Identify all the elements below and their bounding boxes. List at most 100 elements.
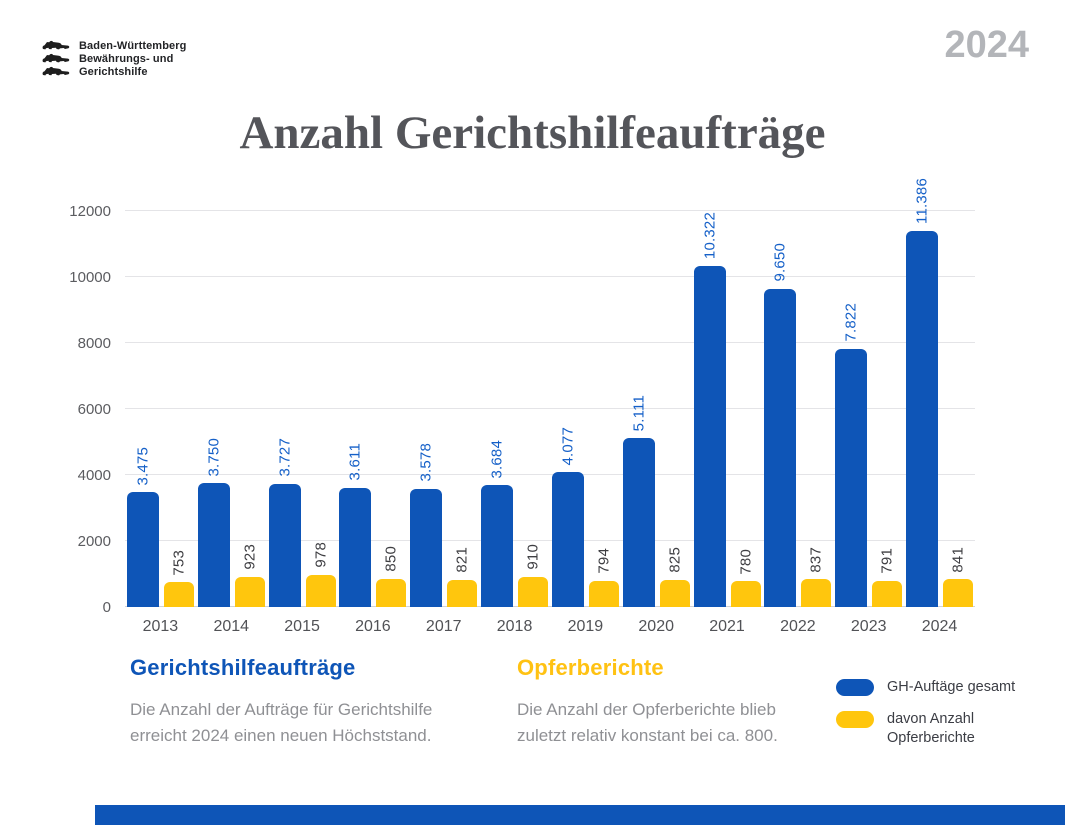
y-axis-tick-4000: 4000 <box>77 467 111 484</box>
bar-group-2016: 3.611 850 2016 <box>337 211 408 635</box>
bar-opferberichte-2022: 837 <box>801 547 832 607</box>
y-axis-tick-12000: 12000 <box>69 203 111 220</box>
bar-opferberichte-2019: 794 <box>588 548 619 607</box>
note-gerichtshilfeauftraege: Gerichtshilfeaufträge Die Anzahl der Auf… <box>130 655 478 749</box>
bar-opferberichte-2018: 910 <box>518 544 549 607</box>
logo-text-line1: Baden-Württemberg <box>79 40 187 52</box>
x-axis-label-2016: 2016 <box>355 618 391 635</box>
y-axis-tick-2000: 2000 <box>77 533 111 550</box>
logo: Baden-Württemberg Bewährungs- und Gerich… <box>42 40 186 80</box>
x-axis-label-2022: 2022 <box>780 618 816 635</box>
bar-value-gh-gesamt-2014: 3.750 <box>205 437 223 477</box>
y-axis-tick-0: 0 <box>102 599 111 616</box>
bar-value-opferberichte-2014: 923 <box>241 543 259 570</box>
bar-group-2018: 3.684 910 2018 <box>479 211 550 635</box>
bar-value-opferberichte-2015: 978 <box>312 542 330 568</box>
gridline-8000 <box>125 342 975 343</box>
x-axis-label-2023: 2023 <box>850 618 887 635</box>
logo-text-line2: Bewährungs- und <box>79 53 174 65</box>
bar-value-opferberichte-2017: 821 <box>453 547 471 573</box>
bar-gh-gesamt-2021: 10.322 <box>693 212 726 607</box>
bar-opferberichte-2015: 978 <box>305 542 336 607</box>
bar-value-gh-gesamt-2022: 9.650 <box>771 243 789 282</box>
bar-gh-gesamt-2017: 3.578 <box>410 443 443 607</box>
legend-label-gh-gesamt: GH-Auftäge gesamt <box>887 679 1016 695</box>
bar-value-gh-gesamt-2019: 4.077 <box>559 426 577 466</box>
bar-group-2023: 7.822 791 2023 <box>833 211 904 635</box>
bar-value-opferberichte-2018: 910 <box>524 544 542 570</box>
bar-value-opferberichte-2023: 791 <box>878 548 896 574</box>
x-axis-label-2015: 2015 <box>284 618 320 635</box>
bar-group-2021: 10.322 780 2021 <box>692 211 763 635</box>
bar-value-opferberichte-2022: 837 <box>807 546 825 573</box>
legend-item-gh-gesamt: GH-Auftäge gesamt <box>836 678 1015 697</box>
y-axis-tick-8000: 8000 <box>77 335 111 352</box>
bar-value-gh-gesamt-2024: 11.386 <box>913 178 931 225</box>
logo-text: Baden-Württemberg Bewährungs- und Gerich… <box>79 40 186 79</box>
bar-group-2024: 11.386 841 2024 <box>904 178 975 635</box>
y-axis-tick-10000: 10000 <box>69 269 111 286</box>
bar-gh-gesamt-2019: 4.077 <box>551 427 584 607</box>
x-axis-label-2020: 2020 <box>638 618 674 635</box>
bar-value-gh-gesamt-2017: 3.578 <box>417 443 435 482</box>
legend-item-opferberichte: davon Anzahl Opferberichte <box>836 710 1015 748</box>
bar-group-2015: 3.727 978 2015 <box>267 211 338 635</box>
bar-value-gh-gesamt-2021: 10.322 <box>701 212 719 260</box>
footer-accent-bar <box>95 805 1065 825</box>
bar-group-2013: 3.475 753 2013 <box>125 211 196 635</box>
bar-opferberichte-2014: 923 <box>234 544 265 607</box>
note-heading-yellow: Opferberichte <box>517 655 664 680</box>
bar-opferberichte-2013: 753 <box>163 550 194 607</box>
bar-opferberichte-2023: 791 <box>872 548 903 607</box>
bar-gh-gesamt-2023: 7.822 <box>835 303 868 607</box>
bar-gh-gesamt-2016: 3.611 <box>339 443 372 607</box>
x-axis-label-2021: 2021 <box>709 618 745 635</box>
note-opferberichte: Opferberichte Die Anzahl der Opferberich… <box>517 655 827 749</box>
bar-value-gh-gesamt-2013: 3.475 <box>134 446 152 486</box>
x-axis-label-2018: 2018 <box>496 618 533 635</box>
legend-swatch-yellow-icon <box>836 711 874 728</box>
bar-opferberichte-2020: 825 <box>659 547 690 607</box>
gridline-0 <box>125 606 975 607</box>
bar-value-gh-gesamt-2018: 3.684 <box>488 439 506 479</box>
bar-value-opferberichte-2013: 753 <box>170 549 188 576</box>
x-axis-label-2019: 2019 <box>567 618 604 635</box>
gridline-6000 <box>125 408 975 409</box>
gridline-10000 <box>125 276 975 277</box>
x-axis-label-2013: 2013 <box>142 618 179 635</box>
bar-group-2014: 3.750 923 2014 <box>196 211 267 635</box>
y-axis-tick-6000: 6000 <box>77 401 111 418</box>
x-axis-label-2017: 2017 <box>425 618 462 635</box>
bar-group-2020: 5.111 825 2020 <box>621 211 692 635</box>
bar-gh-gesamt-2020: 5.111 <box>622 395 655 607</box>
bar-value-gh-gesamt-2020: 5.111 <box>630 395 648 432</box>
bar-gh-gesamt-2018: 3.684 <box>481 440 514 607</box>
page-title: Anzahl Gerichtshilfeaufträge <box>239 107 826 159</box>
note-heading-blue: Gerichtshilfeaufträge <box>130 655 356 680</box>
bar-gh-gesamt-2013: 3.475 <box>126 447 159 607</box>
chart-legend: GH-Auftäge gesamt davon Anzahl Opferberi… <box>836 678 1015 761</box>
bar-opferberichte-2016: 850 <box>376 546 407 607</box>
x-axis-label-2014: 2014 <box>213 618 250 635</box>
bar-opferberichte-2024: 841 <box>943 547 974 607</box>
bar-value-opferberichte-2016: 850 <box>382 546 400 572</box>
bar-value-opferberichte-2024: 841 <box>949 546 967 573</box>
x-axis-label-2024: 2024 <box>921 618 958 635</box>
bar-gh-gesamt-2015: 3.727 <box>268 438 301 607</box>
logo-text-line3: Gerichtshilfe <box>79 66 148 78</box>
bar-value-opferberichte-2020: 825 <box>666 547 684 573</box>
bar-group-2022: 9.650 837 2022 <box>762 211 833 635</box>
legend-swatch-blue-icon <box>836 679 874 696</box>
bar-gh-gesamt-2024: 11.386 <box>906 178 939 607</box>
bar-gh-gesamt-2022: 9.650 <box>764 243 797 607</box>
bar-opferberichte-2017: 821 <box>447 547 478 607</box>
bar-value-opferberichte-2019: 794 <box>595 548 613 574</box>
bar-group-2019: 4.077 794 2019 <box>550 211 621 635</box>
bar-value-gh-gesamt-2016: 3.611 <box>346 443 364 481</box>
bar-value-gh-gesamt-2015: 3.727 <box>276 438 294 478</box>
bar-opferberichte-2021: 780 <box>730 549 761 607</box>
bar-value-gh-gesamt-2023: 7.822 <box>842 303 860 342</box>
gridline-12000 <box>125 210 975 211</box>
legend-label-opferberichte: davon Anzahl Opferberichte <box>887 711 975 746</box>
